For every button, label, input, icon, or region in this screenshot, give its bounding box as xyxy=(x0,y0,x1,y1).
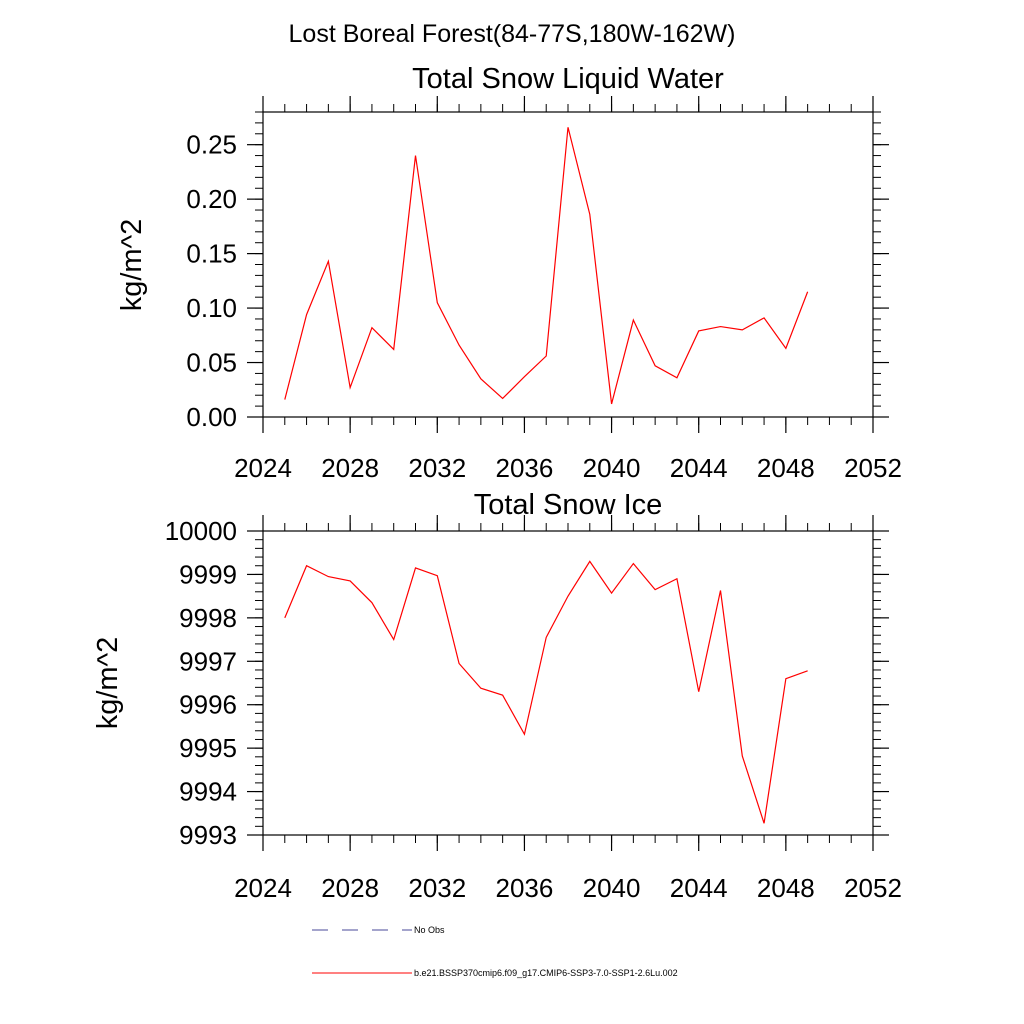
x-tick-label: 2024 xyxy=(234,873,292,903)
chart-panel-snow-ice: Total Snow Ice kg/m^2 999399949995999699… xyxy=(92,489,902,903)
x-tick-label: 2048 xyxy=(757,873,815,903)
x-tick-label: 2048 xyxy=(757,453,815,483)
plot-frame xyxy=(262,111,874,418)
y-tick-label: 9994 xyxy=(179,777,237,807)
plot-frame xyxy=(262,530,874,836)
y-tick-label: 9993 xyxy=(179,820,237,850)
chart-title: Total Snow Liquid Water xyxy=(412,63,724,95)
x-tick-label: 2040 xyxy=(583,453,641,483)
y-tick-label: 0.05 xyxy=(186,348,237,378)
minor-ticks xyxy=(255,104,881,425)
series-group xyxy=(284,560,808,824)
y-tick-label: 9999 xyxy=(179,559,237,589)
x-tick-label: 2044 xyxy=(670,873,728,903)
y-tick-label: 0.00 xyxy=(186,402,237,432)
major-ticks xyxy=(247,515,889,851)
minor-ticks xyxy=(255,523,881,843)
figure-title: Lost Boreal Forest(84-77S,180W-162W) xyxy=(289,20,736,48)
y-tick-label: 0.10 xyxy=(186,293,237,323)
x-tick-label: 2032 xyxy=(408,453,466,483)
x-tick-label: 2028 xyxy=(321,873,379,903)
y-tick-label: 9995 xyxy=(179,733,237,763)
x-tick-label: 2028 xyxy=(321,453,379,483)
x-tick-label: 2024 xyxy=(234,453,292,483)
legend-label-no-obs: No Obs xyxy=(414,925,445,935)
legend: No Obs b.e21.BSSP370cmip6.f09_g17.CMIP6-… xyxy=(312,925,678,978)
y-tick-label: 10000 xyxy=(165,516,237,546)
chart-panel-snow-liquid-water: Total Snow Liquid Water kg/m^2 0.000.050… xyxy=(116,63,902,483)
y-tick-label: 0.25 xyxy=(186,130,237,160)
x-tick-label: 2052 xyxy=(844,453,902,483)
x-tick-label: 2040 xyxy=(583,873,641,903)
major-ticks xyxy=(247,96,889,433)
chart-title: Total Snow Ice xyxy=(474,489,663,521)
tick-labels: 0.00 0.05 0.10 0.15 0.20 0.25 2024 2028 2032 2036… xyxy=(186,130,902,483)
x-tick-label: 2032 xyxy=(408,873,466,903)
x-tick-label: 2044 xyxy=(670,453,728,483)
y-tick-label: 9998 xyxy=(179,603,237,633)
x-tick-label: 2052 xyxy=(844,873,902,903)
series-line xyxy=(284,127,809,405)
tick-labels: 9993 9994 9995 9996 9997 9998 9999 10000 2024 202… xyxy=(165,516,902,903)
x-tick-label: 2036 xyxy=(496,873,554,903)
x-tick-label: 2036 xyxy=(496,453,554,483)
series-group xyxy=(284,127,809,405)
y-tick-label: 0.20 xyxy=(186,184,237,214)
y-axis-label: kg/m^2 xyxy=(92,637,124,730)
y-tick-label: 0.15 xyxy=(186,239,237,269)
y-tick-label: 9997 xyxy=(179,646,237,676)
legend-label-model: b.e21.BSSP370cmip6.f09_g17.CMIP6-SSP3-7.… xyxy=(414,968,678,978)
series-line xyxy=(284,560,808,824)
y-axis-label: kg/m^2 xyxy=(116,219,148,312)
y-tick-label: 9996 xyxy=(179,690,237,720)
